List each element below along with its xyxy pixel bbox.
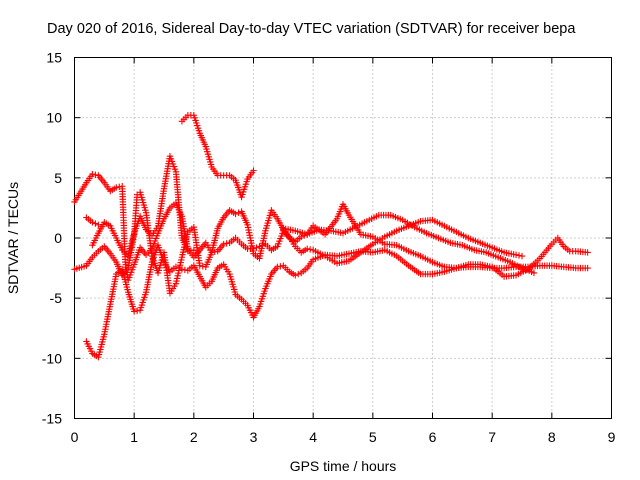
data-point [208, 249, 215, 256]
data-point [584, 249, 591, 256]
y-tick-label: -15 [42, 411, 62, 427]
data-point [515, 252, 523, 259]
series-arc-g [280, 211, 538, 277]
data-point [92, 171, 99, 179]
x-tick-label: 2 [190, 429, 198, 445]
data-point [130, 308, 138, 315]
series-arc-e [83, 214, 102, 228]
data-point [253, 244, 260, 251]
data-point [190, 246, 198, 254]
data-point [518, 252, 526, 260]
data-point [89, 219, 96, 226]
data-point [211, 248, 218, 256]
series-arc-a [71, 171, 526, 284]
x-tick-label: 5 [369, 429, 377, 445]
data-point [223, 240, 230, 247]
axis-ticks: 0 1 2 3 4 5 6 7 8 9 15 10 5 0 -5 -10 -15 [42, 50, 616, 446]
series-arc-c [71, 189, 591, 297]
data-point [133, 307, 141, 315]
data-point [250, 167, 257, 174]
x-tick-label: 7 [488, 429, 496, 445]
x-tick-label: 1 [130, 429, 138, 445]
y-tick-label: -5 [50, 290, 63, 306]
data-point [295, 270, 302, 278]
data-point [274, 263, 281, 271]
data-point [304, 245, 311, 253]
y-tick-label: 5 [54, 170, 62, 186]
data-point [232, 210, 239, 218]
data-point [292, 272, 299, 279]
data-points [71, 112, 591, 361]
data-point [187, 247, 195, 254]
chart-title: Day 020 of 2016, Sidereal Day-to-day VTE… [47, 21, 576, 37]
y-tick-label: 0 [54, 230, 62, 246]
data-point [113, 184, 120, 191]
data-point [95, 221, 102, 228]
data-point [298, 233, 305, 240]
data-point [306, 246, 314, 253]
data-point [196, 262, 203, 269]
x-tick-label: 0 [71, 429, 79, 445]
x-tick-label: 6 [429, 429, 437, 445]
data-point [530, 269, 538, 277]
data-point [199, 263, 206, 270]
x-tick-label: 8 [548, 429, 556, 445]
data-point [256, 243, 263, 250]
data-point [584, 264, 591, 272]
data-point [512, 251, 520, 259]
data-point [220, 240, 227, 248]
data-point [235, 209, 242, 216]
series-arc-f [178, 112, 257, 201]
data-point [184, 248, 192, 255]
x-tick-label: 4 [309, 429, 317, 445]
x-tick-label: 9 [608, 429, 616, 445]
series-arc-d [89, 152, 198, 260]
x-tick-label: 3 [250, 429, 258, 445]
y-tick-label: -10 [42, 350, 62, 366]
data-point [259, 242, 266, 249]
data-point [277, 263, 284, 270]
y-tick-label: 15 [46, 50, 62, 66]
y-axis-label: SDTVAR / TECUs [5, 182, 21, 294]
data-point [89, 171, 96, 178]
x-axis-label: GPS time / hours [290, 458, 397, 474]
data-point [92, 220, 99, 227]
data-point [172, 263, 180, 271]
y-tick-label: 10 [46, 110, 62, 126]
data-point [181, 266, 189, 274]
data-point [250, 245, 257, 253]
